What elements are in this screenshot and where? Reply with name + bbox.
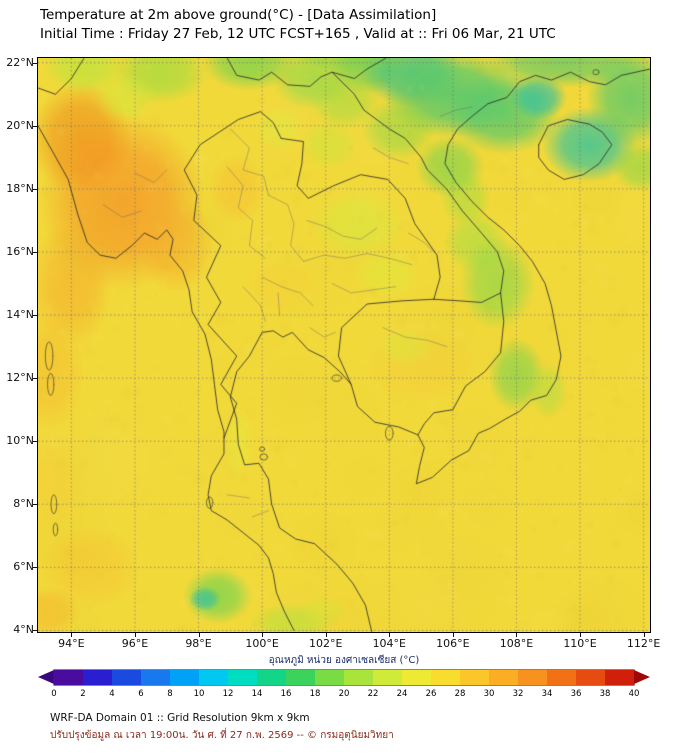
colorbar-band — [373, 670, 402, 685]
colorbar-left-arrow-icon — [38, 670, 54, 684]
colorbar-band — [547, 670, 576, 685]
lat-tick-mark — [33, 630, 38, 632]
colorbar-band — [83, 670, 112, 685]
lon-tick-mark — [71, 633, 73, 637]
colorbar-tick-label: 2 — [80, 689, 86, 699]
colorbar-band — [605, 670, 634, 685]
colorbar-tick-label: 24 — [396, 689, 408, 699]
colorbar-tick-label: 26 — [425, 689, 437, 699]
lon-tick-mark — [262, 633, 264, 637]
lon-tick-label: 112°E — [626, 637, 661, 650]
colorbar-tick-label: 0 — [51, 689, 57, 699]
colorbar-band — [112, 670, 141, 685]
lon-tick-label: 106°E — [436, 637, 470, 650]
colorbar-tick-label: 20 — [338, 689, 350, 699]
lat-tick-mark — [33, 567, 38, 569]
lon-tick-label: 102°E — [308, 637, 343, 650]
lat-tick-label: 14°N — [6, 308, 34, 322]
colorbar-band — [576, 670, 605, 685]
lat-tick-mark — [33, 504, 38, 506]
lat-tick-mark — [33, 188, 38, 190]
lon-tick-label: 104°E — [372, 637, 407, 650]
colorbar-band — [518, 670, 547, 685]
colorbar-tick-label: 8 — [167, 689, 173, 699]
colorbar-tick-label: 34 — [541, 689, 553, 699]
lat-tick-label: 8°N — [13, 497, 34, 511]
page-title: Temperature at 2m above ground(°C) - [Da… — [40, 7, 437, 23]
lon-tick-label: 98°E — [185, 637, 212, 650]
lat-tick-mark — [33, 315, 38, 317]
colorbar-tick-label: 28 — [454, 689, 466, 699]
lon-tick-mark — [198, 633, 200, 637]
colorbar-right-arrow-icon — [634, 670, 650, 684]
colorbar-band — [344, 670, 373, 685]
colorbar-tick-label: 36 — [570, 689, 582, 699]
colorbar-band — [315, 670, 344, 685]
colorbar-tick-label: 16 — [280, 689, 292, 699]
colorbar-tick-label: 6 — [138, 689, 144, 699]
map-plot-frame — [37, 57, 651, 633]
footer-domain-info: WRF-DA Domain 01 :: Grid Resolution 9km … — [50, 712, 310, 724]
lon-tick-label: 100°E — [245, 637, 279, 650]
colorbar-tick-label: 12 — [222, 689, 234, 699]
lat-tick-mark — [33, 251, 38, 253]
colorbar-tick-labels: 0 2 4 6 8 10 12 14 16 18 20 22 24 26 28 30 32 34 36 38 40 — [38, 689, 650, 701]
temperature-map-canvas — [38, 58, 650, 632]
colorbar-tick-label: 30 — [483, 689, 495, 699]
colorbar-bands — [54, 670, 634, 685]
colorbar-tick-label: 40 — [628, 689, 640, 699]
lon-tick-mark — [643, 633, 645, 637]
colorbar-label: อุณหภูมิ หน่วย องศาเซลเซียส (°C) — [268, 655, 420, 666]
colorbar-band — [402, 670, 431, 685]
lat-tick-label: 16°N — [6, 244, 34, 258]
lon-tick-mark — [134, 633, 136, 637]
page-subtitle: Initial Time : Friday 27 Feb, 12 UTC FCS… — [40, 26, 556, 42]
colorbar-tick-label: 14 — [251, 689, 263, 699]
lon-tick-mark — [516, 633, 518, 637]
lat-tick-label: 22°N — [6, 55, 34, 69]
lon-tick-label: 96°E — [121, 637, 149, 650]
footer-update-info: ปรับปรุงข้อมูล ณ เวลา 19:00น. วัน ศ. ที่… — [50, 730, 394, 741]
lat-tick-label: 4°N — [13, 623, 34, 637]
colorbar-tick-label: 18 — [309, 689, 321, 699]
lat-tick-mark — [33, 378, 38, 380]
colorbar — [38, 670, 650, 685]
colorbar-band — [170, 670, 199, 685]
lon-tick-mark — [580, 633, 582, 637]
lon-tick-mark — [452, 633, 454, 637]
colorbar-tick-label: 32 — [512, 689, 524, 699]
lat-tick-label: 18°N — [6, 181, 34, 195]
lat-tick-mark — [33, 441, 38, 443]
lon-tick-label: 108°E — [499, 637, 534, 650]
lon-tick-label: 94°E — [58, 637, 85, 650]
colorbar-band — [199, 670, 228, 685]
lat-tick-label: 10°N — [6, 434, 34, 448]
lon-tick-label: 110°E — [563, 637, 597, 650]
colorbar-tick-label: 22 — [367, 689, 379, 699]
colorbar-band — [431, 670, 460, 685]
colorbar-tick-label: 38 — [599, 689, 611, 699]
lat-tick-label: 20°N — [6, 118, 34, 132]
colorbar-band — [286, 670, 315, 685]
colorbar-tick-label: 10 — [193, 689, 205, 699]
colorbar-band — [54, 670, 83, 685]
colorbar-tick-label: 4 — [109, 689, 115, 699]
colorbar-band — [460, 670, 489, 685]
lon-tick-mark — [325, 633, 327, 637]
lat-tick-label: 6°N — [13, 560, 34, 574]
lat-tick-mark — [33, 125, 38, 127]
colorbar-band — [228, 670, 257, 685]
lat-tick-mark — [33, 62, 38, 64]
colorbar-band — [141, 670, 170, 685]
colorbar-band — [489, 670, 518, 685]
colorbar-band — [257, 670, 286, 685]
lat-tick-label: 12°N — [6, 371, 34, 385]
lon-tick-mark — [389, 633, 391, 637]
